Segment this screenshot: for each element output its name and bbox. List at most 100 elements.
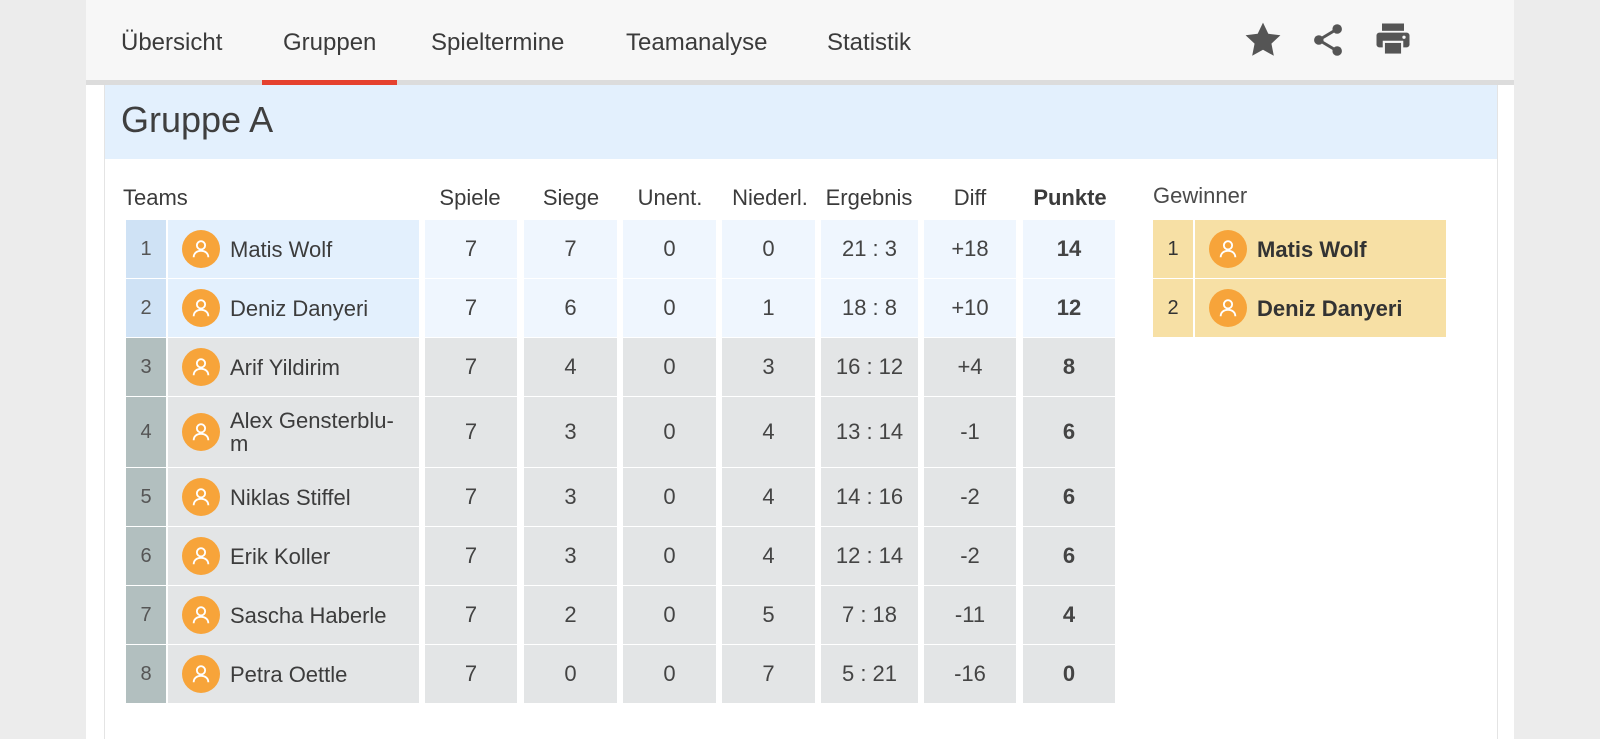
niederl-cell: 5 [722, 586, 815, 644]
tab-teamanalyse[interactable]: Teamanalyse [626, 29, 768, 56]
niederl-cell: 0 [722, 220, 815, 278]
ergebnis-cell: 7 : 18 [821, 586, 918, 644]
siege-cell: 0 [524, 645, 617, 703]
table-row[interactable]: 3 Arif Yildirim 7 4 0 3 16 : 12 +4 8 [105, 338, 1145, 396]
rank-cell: 1 [126, 220, 166, 278]
group-card: Gruppe A Teams Spiele Siege Unent. Niede… [104, 85, 1498, 739]
avatar-icon [182, 413, 220, 451]
team-name: Sascha Haberle [230, 602, 387, 628]
tab-uebersicht[interactable]: Übersicht [121, 29, 223, 56]
team-cell[interactable]: Alex Gensterblu-m [168, 397, 419, 467]
diff-cell: +10 [924, 279, 1016, 337]
tab-statistik[interactable]: Statistik [827, 29, 912, 56]
table-row[interactable]: 4 Alex Gensterblu-m 7 3 0 4 13 : 14 -1 6 [105, 397, 1145, 467]
avatar-icon [182, 289, 220, 327]
punkte-cell: 12 [1023, 279, 1115, 337]
header-diff: Diff [953, 185, 987, 210]
diff-cell: -1 [924, 397, 1016, 467]
punkte-cell: 6 [1023, 397, 1115, 467]
ergebnis-cell: 18 : 8 [821, 279, 918, 337]
table-row[interactable]: 6 Erik Koller 7 3 0 4 12 : 14 -2 6 [105, 527, 1145, 585]
diff-cell: -2 [924, 468, 1016, 526]
diff-cell: +4 [924, 338, 1016, 396]
page: Übersicht Gruppen Spieltermine Teamanaly… [86, 0, 1514, 739]
punkte-cell: 4 [1023, 586, 1115, 644]
team-name: Niklas Stiffel [230, 484, 351, 510]
winner-name-cell[interactable]: Deniz Danyeri [1195, 279, 1446, 337]
unent-cell: 0 [623, 397, 716, 467]
siege-cell: 4 [524, 338, 617, 396]
siege-cell: 7 [524, 220, 617, 278]
header-teams: Teams [123, 185, 188, 210]
share-icon[interactable] [1306, 18, 1350, 62]
spiele-cell: 7 [425, 645, 517, 703]
winner-name-cell[interactable]: Matis Wolf [1195, 220, 1446, 278]
team-name: Arif Yildirim [230, 354, 341, 380]
group-header: Gruppe A [105, 85, 1497, 159]
diff-cell: +18 [924, 220, 1016, 278]
winner-name: Matis Wolf [1257, 236, 1367, 262]
punkte-cell: 14 [1023, 220, 1115, 278]
diff-cell: -16 [924, 645, 1016, 703]
unent-cell: 0 [623, 220, 716, 278]
siege-cell: 3 [524, 397, 617, 467]
spiele-cell: 7 [425, 468, 517, 526]
team-name: Alex Gensterblu-m [230, 408, 394, 456]
ergebnis-cell: 14 : 16 [821, 468, 918, 526]
team-cell[interactable]: Sascha Haberle [168, 586, 419, 644]
header-niederl: Niederl. [732, 185, 808, 210]
tab-gruppen[interactable]: Gruppen [261, 0, 398, 85]
unent-cell: 0 [623, 468, 716, 526]
rank-cell: 6 [126, 527, 166, 585]
header-siege: Siege [542, 185, 600, 210]
niederl-cell: 4 [722, 527, 815, 585]
team-cell[interactable]: Matis Wolf [168, 220, 419, 278]
print-icon[interactable] [1371, 18, 1415, 62]
niederl-cell: 3 [722, 338, 815, 396]
tab-spieltermine[interactable]: Spieltermine [431, 29, 565, 56]
punkte-cell: 6 [1023, 527, 1115, 585]
punkte-cell: 8 [1023, 338, 1115, 396]
spiele-cell: 7 [425, 397, 517, 467]
team-cell[interactable]: Deniz Danyeri [168, 279, 419, 337]
team-cell[interactable]: Arif Yildirim [168, 338, 419, 396]
spiele-cell: 7 [425, 220, 517, 278]
ergebnis-cell: 13 : 14 [821, 397, 918, 467]
team-name: Erik Koller [230, 543, 331, 569]
unent-cell: 0 [623, 645, 716, 703]
team-cell[interactable]: Niklas Stiffel [168, 468, 419, 526]
diff-cell: -2 [924, 527, 1016, 585]
team-name: Deniz Danyeri [230, 295, 369, 321]
rank-cell: 5 [126, 468, 166, 526]
rank-cell: 4 [126, 397, 166, 467]
team-name: Matis Wolf [230, 236, 333, 262]
team-cell[interactable]: Petra Oettle [168, 645, 419, 703]
siege-cell: 6 [524, 279, 617, 337]
avatar-icon [1209, 289, 1247, 327]
table-row[interactable]: 1 Matis Wolf 7 7 0 0 21 : 3 +18 14 [105, 220, 1145, 278]
team-cell[interactable]: Erik Koller [168, 527, 419, 585]
punkte-cell: 0 [1023, 645, 1115, 703]
avatar-icon [182, 655, 220, 693]
avatar-icon [182, 478, 220, 516]
siege-cell: 2 [524, 586, 617, 644]
star-icon[interactable] [1241, 18, 1285, 62]
siege-cell: 3 [524, 468, 617, 526]
niederl-cell: 4 [722, 397, 815, 467]
winner-name: Deniz Danyeri [1257, 295, 1403, 321]
avatar-icon [182, 596, 220, 634]
rank-cell: 8 [126, 645, 166, 703]
unent-cell: 0 [623, 279, 716, 337]
winner-rank: 2 [1153, 279, 1193, 337]
header-unent: Unent. [637, 185, 703, 210]
table-row[interactable]: 2 Deniz Danyeri 7 6 0 1 18 : 8 +10 12 [105, 279, 1145, 337]
winner-rank: 1 [1153, 220, 1193, 278]
siege-cell: 3 [524, 527, 617, 585]
team-name: Petra Oettle [230, 661, 348, 687]
table-row[interactable]: 5 Niklas Stiffel 7 3 0 4 14 : 16 -2 6 [105, 468, 1145, 526]
rank-cell: 7 [126, 586, 166, 644]
niederl-cell: 1 [722, 279, 815, 337]
spiele-cell: 7 [425, 586, 517, 644]
